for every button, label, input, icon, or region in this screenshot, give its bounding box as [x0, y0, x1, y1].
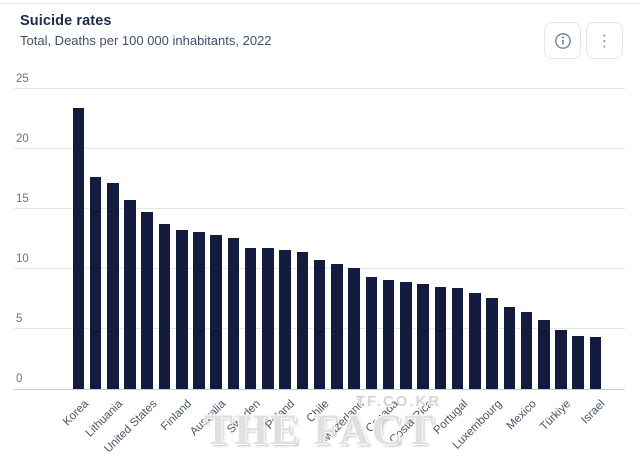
- gridline: [14, 148, 625, 150]
- bar[interactable]: [313, 260, 326, 389]
- chart-subtitle: Total, Deaths per 100 000 inhabitants, 2…: [20, 33, 272, 48]
- bar[interactable]: [227, 237, 240, 389]
- bar[interactable]: [158, 224, 171, 389]
- y-tick-label: 10: [16, 252, 29, 265]
- bar[interactable]: [193, 231, 205, 389]
- bar[interactable]: [262, 248, 274, 389]
- bar[interactable]: [106, 183, 119, 389]
- bar[interactable]: [124, 200, 136, 389]
- bar[interactable]: [520, 312, 533, 389]
- chart-title: Suicide rates: [20, 13, 112, 29]
- y-tick-label: 15: [16, 192, 29, 205]
- bar[interactable]: [348, 267, 360, 389]
- bar[interactable]: [210, 235, 222, 389]
- info-circle-icon: [554, 32, 572, 50]
- bar[interactable]: [486, 297, 498, 389]
- info-button[interactable]: [544, 22, 581, 59]
- bar[interactable]: [296, 251, 309, 389]
- x-axis-label: Israel: [579, 398, 608, 427]
- bar[interactable]: [382, 279, 395, 389]
- bar[interactable]: [72, 107, 85, 389]
- x-axis-label: Türkiye: [538, 398, 574, 434]
- y-tick-label: 25: [16, 72, 29, 85]
- bar[interactable]: [400, 282, 412, 389]
- x-axis-baseline: [14, 388, 625, 390]
- y-tick-label: 0: [16, 373, 23, 385]
- y-tick-label: 20: [16, 132, 29, 145]
- bar[interactable]: [555, 330, 567, 389]
- bar[interactable]: [331, 263, 343, 389]
- bar[interactable]: [279, 249, 291, 389]
- bar[interactable]: [434, 286, 447, 389]
- bar[interactable]: [503, 307, 516, 389]
- x-axis-label: Korea: [60, 398, 91, 429]
- bar[interactable]: [589, 337, 602, 389]
- gridline: [14, 208, 625, 210]
- bar[interactable]: [469, 292, 481, 389]
- card-top-border: [0, 3, 640, 4]
- menu-button[interactable]: ⋮: [586, 22, 623, 59]
- watermark-small: TF.CO.KR: [356, 393, 442, 410]
- bar[interactable]: [89, 177, 102, 389]
- bar[interactable]: [451, 288, 464, 389]
- bar[interactable]: [537, 320, 550, 389]
- bar[interactable]: [572, 336, 585, 389]
- gridline: [14, 88, 625, 89]
- watermark-large: THE FACT: [204, 407, 436, 454]
- x-axis-label: Mexico: [504, 398, 540, 433]
- bar[interactable]: [141, 212, 154, 389]
- kebab-menu-icon: ⋮: [596, 30, 613, 50]
- bar[interactable]: [365, 277, 378, 389]
- y-tick-label: 5: [16, 312, 23, 325]
- bar[interactable]: [417, 284, 429, 389]
- bar[interactable]: [175, 230, 188, 389]
- bar[interactable]: [244, 248, 257, 389]
